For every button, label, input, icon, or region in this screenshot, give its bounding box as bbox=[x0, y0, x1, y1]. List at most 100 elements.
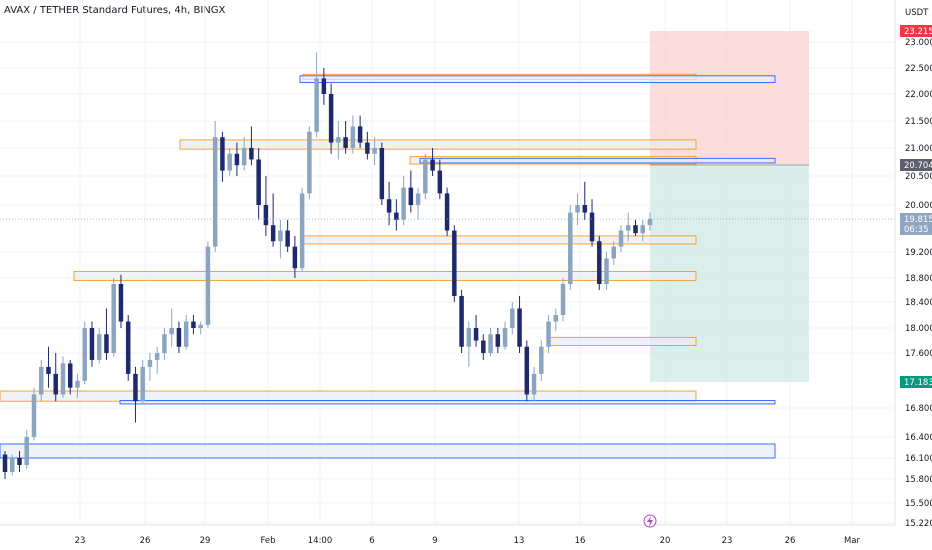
candle-body[interactable] bbox=[307, 131, 312, 194]
support-zone[interactable] bbox=[547, 336, 697, 346]
candle-body[interactable] bbox=[191, 321, 196, 329]
candle-body[interactable] bbox=[17, 458, 22, 465]
candle-body[interactable] bbox=[379, 148, 385, 200]
candle-body[interactable] bbox=[618, 230, 624, 247]
candle-body[interactable] bbox=[611, 246, 617, 259]
candle-body[interactable] bbox=[140, 366, 145, 402]
candle-body[interactable] bbox=[249, 148, 254, 160]
candle-body[interactable] bbox=[321, 78, 327, 94]
candle-body[interactable] bbox=[336, 137, 341, 143]
support-zone[interactable] bbox=[73, 271, 697, 281]
candle-body[interactable] bbox=[46, 366, 51, 374]
candle-body[interactable] bbox=[357, 126, 363, 143]
candle-body[interactable] bbox=[575, 205, 580, 213]
candle-body[interactable] bbox=[263, 205, 269, 226]
candle-body[interactable] bbox=[568, 212, 573, 284]
candle-body[interactable] bbox=[234, 153, 240, 166]
resistance-zone[interactable] bbox=[419, 157, 776, 164]
candle-body[interactable] bbox=[502, 328, 508, 347]
support-zone[interactable] bbox=[119, 400, 776, 405]
candle-body[interactable] bbox=[256, 159, 261, 205]
demand-zone[interactable] bbox=[0, 443, 776, 459]
candle-body[interactable] bbox=[133, 373, 138, 402]
candle-body[interactable] bbox=[38, 366, 44, 395]
candle-body[interactable] bbox=[647, 219, 653, 226]
candle-body[interactable] bbox=[408, 187, 414, 205]
resistance-zone[interactable] bbox=[299, 75, 776, 84]
candle-body[interactable] bbox=[2, 454, 8, 473]
candle-body[interactable] bbox=[437, 170, 443, 194]
candle-body[interactable] bbox=[169, 328, 174, 335]
candle-body[interactable] bbox=[82, 328, 87, 381]
candle-body[interactable] bbox=[510, 308, 515, 329]
candle-body[interactable] bbox=[473, 328, 479, 341]
candle-body[interactable] bbox=[640, 225, 645, 234]
candle-body[interactable] bbox=[89, 328, 95, 360]
candle-body[interactable] bbox=[546, 321, 551, 347]
candle-body[interactable] bbox=[278, 230, 283, 242]
candle-body[interactable] bbox=[444, 193, 450, 231]
resistance-zone[interactable] bbox=[179, 139, 697, 150]
candle-body[interactable] bbox=[24, 437, 29, 465]
candle-body[interactable] bbox=[553, 315, 559, 322]
candle-body[interactable] bbox=[589, 212, 595, 242]
candle-body[interactable] bbox=[96, 334, 102, 360]
candle-body[interactable] bbox=[176, 328, 182, 347]
candle-body[interactable] bbox=[626, 225, 631, 231]
candle-body[interactable] bbox=[560, 284, 566, 315]
candle-body[interactable] bbox=[372, 148, 377, 154]
candle-body[interactable] bbox=[517, 308, 522, 347]
candle-body[interactable] bbox=[452, 230, 457, 296]
candle-body[interactable] bbox=[125, 321, 131, 374]
candle-body[interactable] bbox=[292, 246, 298, 269]
candle-body[interactable] bbox=[75, 380, 80, 388]
candle-body[interactable] bbox=[633, 225, 638, 234]
candle-body[interactable] bbox=[220, 137, 225, 171]
candle-body[interactable] bbox=[401, 187, 406, 220]
candle-body[interactable] bbox=[205, 246, 211, 325]
candle-body[interactable] bbox=[531, 373, 537, 395]
candle-body[interactable] bbox=[481, 340, 486, 354]
support-zone[interactable] bbox=[302, 235, 697, 245]
candle-body[interactable] bbox=[299, 193, 305, 269]
candle-body[interactable] bbox=[459, 296, 464, 347]
candle-body[interactable] bbox=[53, 373, 58, 395]
candle-body[interactable] bbox=[386, 199, 392, 213]
candle-body[interactable] bbox=[343, 137, 348, 148]
candle-body[interactable] bbox=[539, 346, 544, 374]
candle-body[interactable] bbox=[241, 148, 247, 166]
candle-body[interactable] bbox=[111, 284, 116, 353]
candle-body[interactable] bbox=[104, 334, 109, 353]
candle-body[interactable] bbox=[147, 359, 153, 367]
candle-body[interactable] bbox=[582, 205, 588, 213]
candle-body[interactable] bbox=[314, 78, 319, 132]
candle-body[interactable] bbox=[394, 212, 399, 220]
candle-body[interactable] bbox=[466, 328, 472, 347]
candle-body[interactable] bbox=[488, 334, 493, 353]
candle-body[interactable] bbox=[423, 159, 428, 194]
candle-body[interactable] bbox=[31, 394, 37, 437]
candle-body[interactable] bbox=[495, 334, 501, 347]
candle-body[interactable] bbox=[162, 334, 167, 353]
support-zone[interactable] bbox=[0, 390, 697, 402]
candle-body[interactable] bbox=[524, 346, 530, 395]
candle-body[interactable] bbox=[328, 94, 334, 143]
candle-body[interactable] bbox=[597, 241, 602, 284]
candle-body[interactable] bbox=[285, 230, 290, 247]
candle-body[interactable] bbox=[350, 126, 356, 148]
candle-body[interactable] bbox=[365, 142, 370, 154]
candle-body[interactable] bbox=[154, 353, 160, 360]
candle-body[interactable] bbox=[227, 153, 232, 171]
candle-body[interactable] bbox=[212, 137, 218, 247]
candle-body[interactable] bbox=[604, 258, 609, 285]
candle-body[interactable] bbox=[198, 324, 203, 328]
candle-body[interactable] bbox=[430, 159, 435, 171]
candle-body[interactable] bbox=[118, 284, 124, 322]
candle-body[interactable] bbox=[270, 225, 276, 242]
candle-body[interactable] bbox=[10, 458, 15, 472]
candle-body[interactable] bbox=[67, 363, 73, 388]
candle-body[interactable] bbox=[415, 193, 421, 205]
candle-body[interactable] bbox=[60, 363, 66, 395]
candle-body[interactable] bbox=[183, 321, 189, 347]
